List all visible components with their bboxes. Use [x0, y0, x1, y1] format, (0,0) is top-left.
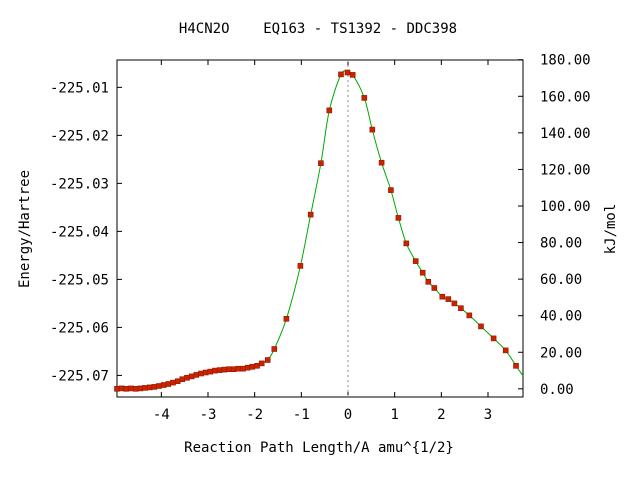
- data-point: [165, 381, 172, 387]
- data-point: [198, 370, 204, 377]
- y-tick-label: -225.07: [50, 368, 109, 384]
- x-tick-label: 3: [484, 407, 492, 423]
- data-point: [128, 385, 134, 392]
- y-tick-label: -225.01: [50, 80, 109, 96]
- x-tick-label: 0: [344, 407, 352, 423]
- data-point: [193, 372, 200, 378]
- x-axis-label: Reaction Path Length/A amu^{1/2}: [184, 440, 454, 456]
- y2-tick-label: 60.00: [540, 272, 582, 288]
- data-point: [230, 366, 237, 373]
- data-point: [445, 296, 452, 302]
- data-point: [297, 263, 304, 269]
- y2-tick-label: 160.00: [540, 89, 591, 105]
- data-point: [318, 160, 324, 166]
- data-point: [188, 373, 195, 380]
- x-tick-label: 2: [437, 407, 445, 423]
- data-point: [369, 126, 376, 133]
- y-tick-label: -225.06: [50, 320, 109, 336]
- x-tick-label: 1: [390, 407, 398, 423]
- data-point: [156, 383, 162, 389]
- y2-tick-label: 140.00: [540, 126, 591, 142]
- data-point: [118, 385, 125, 392]
- data-point: [212, 367, 218, 374]
- data-point: [146, 384, 153, 391]
- data-point: [160, 382, 167, 388]
- data-point: [283, 315, 290, 322]
- data-point: [216, 367, 223, 373]
- data-point: [502, 347, 509, 354]
- data-point: [338, 71, 344, 78]
- data-point: [458, 305, 464, 312]
- data-point: [123, 385, 130, 392]
- y2-tick-label: 100.00: [540, 199, 591, 215]
- plot-area-frame: [116, 59, 524, 398]
- data-point: [151, 384, 158, 390]
- data-point: [179, 376, 186, 383]
- chart-title: H4CN2O EQ163 - TS1392 - DDC398: [179, 21, 457, 37]
- data-point: [431, 285, 438, 291]
- data-point: [466, 312, 473, 319]
- data-point: [490, 335, 497, 342]
- data-point: [425, 278, 432, 285]
- data-point: [254, 362, 260, 369]
- data-point: [226, 366, 232, 373]
- x-tick-labels: -4 -3 -2 -1 0 1 2 3: [153, 407, 492, 423]
- data-point: [137, 385, 144, 392]
- data-point: [264, 357, 271, 363]
- data-point: [388, 187, 394, 193]
- data-point: [271, 346, 278, 352]
- data-point: [307, 211, 314, 218]
- data-point: [451, 300, 458, 307]
- data-point: [184, 374, 190, 381]
- y2-tick-label: 80.00: [540, 236, 582, 252]
- x-tick-label: -4: [153, 407, 170, 423]
- y-tick-label: -225.02: [50, 128, 109, 144]
- x-tick-label: -1: [293, 407, 310, 423]
- y-tick-label: -225.03: [50, 176, 109, 192]
- data-point: [361, 95, 368, 101]
- y-tick-labels: -225.01 -225.02 -225.03 -225.04 -225.05 -225.…: [50, 80, 109, 384]
- energy-curve: [116, 70, 524, 390]
- data-point: [478, 323, 484, 330]
- axis-ticks: [117, 59, 523, 397]
- data-point: [249, 363, 256, 370]
- x-tick-label: -3: [200, 407, 217, 423]
- y2-tick-label: 40.00: [540, 309, 582, 325]
- data-point: [114, 385, 120, 392]
- y2-axis-label: kJ/mol: [603, 204, 619, 255]
- y2-tick-label: 120.00: [540, 162, 591, 178]
- x-tick-label: -2: [246, 407, 263, 423]
- y2-tick-label: 0.00: [540, 382, 574, 398]
- data-point: [174, 378, 181, 385]
- data-point: [207, 368, 214, 375]
- data-point: [403, 240, 410, 247]
- data-point: [244, 364, 251, 371]
- data-point: [258, 360, 265, 367]
- data-point: [240, 365, 246, 372]
- data-point: [349, 72, 356, 78]
- y-tick-label: -225.05: [50, 272, 109, 288]
- y2-tick-labels: 0.00 20.00 40.00 60.00 80.00 100.00 120.00 140.…: [540, 53, 591, 398]
- data-point: [344, 69, 351, 76]
- data-point: [439, 293, 446, 300]
- data-point: [412, 258, 419, 264]
- data-point: [132, 385, 139, 392]
- data-point: [395, 215, 402, 221]
- data-point: [142, 385, 148, 391]
- data-point: [326, 107, 333, 114]
- data-point: [513, 362, 519, 369]
- data-point: [221, 366, 228, 373]
- y2-tick-label: 180.00: [540, 53, 591, 69]
- data-point: [378, 159, 385, 166]
- data-point: [202, 369, 209, 376]
- data-point: [419, 269, 426, 276]
- y2-tick-label: 20.00: [540, 345, 582, 361]
- y-tick-label: -225.04: [50, 224, 109, 240]
- data-point: [170, 379, 176, 386]
- data-points: [114, 69, 519, 392]
- data-point: [235, 365, 242, 372]
- y-axis-label: Energy/Hartree: [17, 170, 33, 288]
